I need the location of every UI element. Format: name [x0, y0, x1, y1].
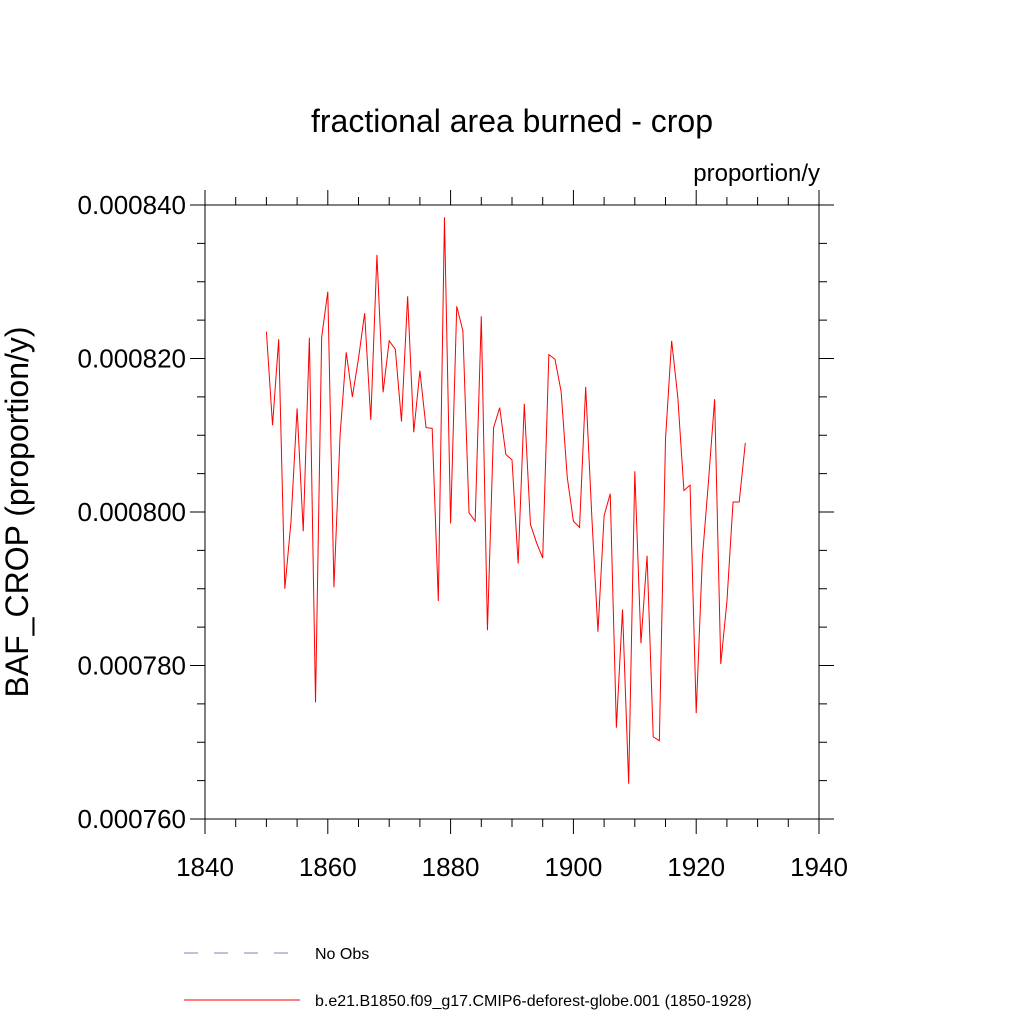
chart-title: fractional area burned - crop — [311, 103, 713, 139]
x-tick-label: 1860 — [299, 852, 357, 882]
x-tick-label: 1940 — [790, 852, 848, 882]
x-tick-label: 1900 — [544, 852, 602, 882]
x-tick-label: 1840 — [176, 852, 234, 882]
y-tick-label: 0.000820 — [78, 344, 186, 374]
y-tick-label: 0.000800 — [78, 497, 186, 527]
x-tick-label: 1920 — [667, 852, 725, 882]
y-tick-label: 0.000780 — [78, 651, 186, 681]
x-tick-labels: 1840 1860 1880 1900 1920 1940 — [176, 852, 848, 882]
y-tick-labels: 0.000760 0.000780 0.000800 0.000820 0.000840 — [78, 190, 186, 834]
legend-label-model: b.e21.B1850.f09_g17.CMIP6-deforest-globe… — [315, 993, 752, 1010]
series-line-1 — [265, 217, 746, 784]
legend: No Obs b.e21.B1850.f09_g17.CMIP6-defores… — [184, 946, 752, 1010]
series-layer — [265, 217, 746, 784]
plot-frame — [204, 204, 820, 820]
x-tick-label: 1880 — [422, 852, 480, 882]
y-tick-label: 0.000840 — [78, 190, 186, 220]
y-axis-title: BAF_CROP (proportion/y) — [0, 326, 35, 697]
axis-ticks — [190, 190, 834, 834]
y-tick-label: 0.000760 — [78, 804, 186, 834]
legend-label-no-obs: No Obs — [315, 946, 369, 963]
units-label: proportion/y — [693, 160, 820, 187]
